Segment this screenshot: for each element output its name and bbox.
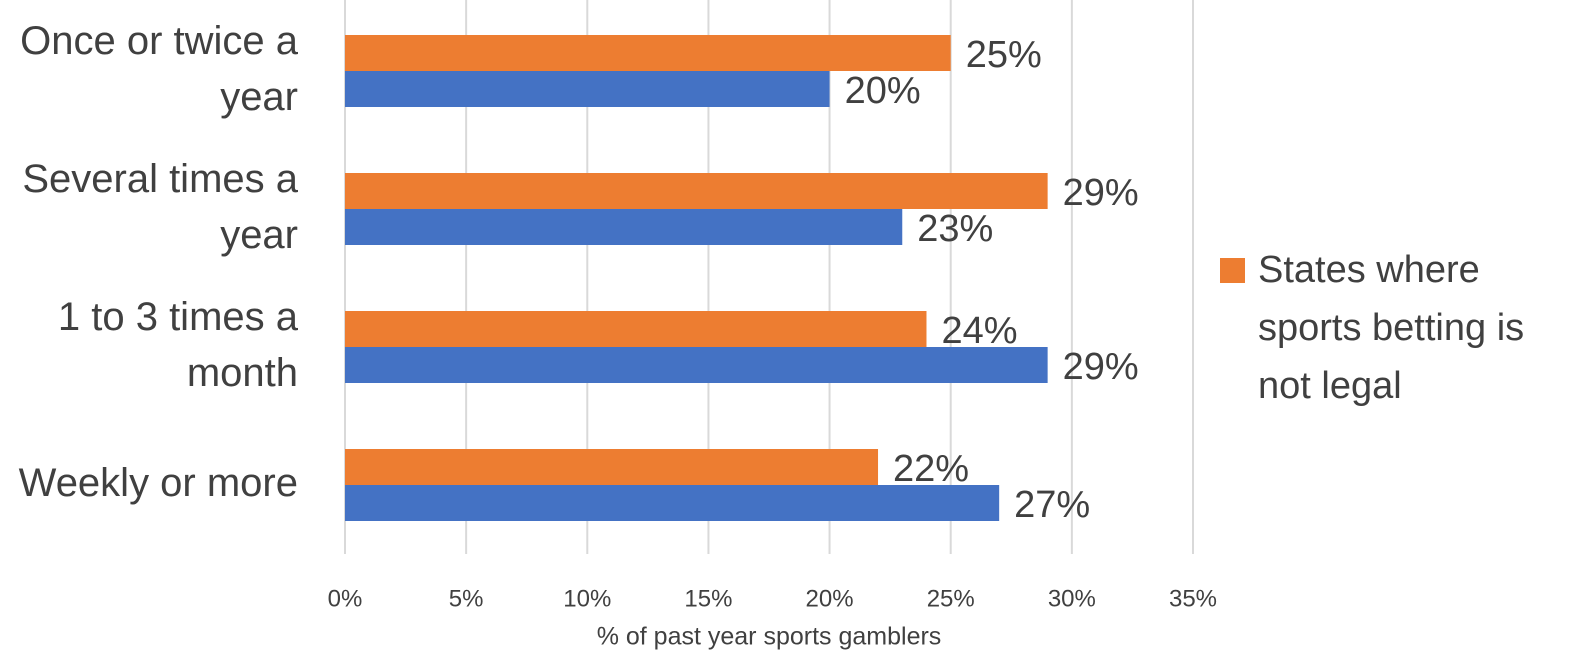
bar	[345, 311, 927, 347]
x-tick-label: 25%	[927, 585, 975, 612]
data-label: 25%	[966, 34, 1042, 76]
bar	[345, 35, 951, 71]
x-tick-label: 5%	[449, 585, 484, 612]
legend-label: States where sports betting is not legal	[1258, 249, 1524, 407]
y-tick-label: Once or twice a year	[20, 19, 299, 119]
x-tick-label: 15%	[684, 585, 732, 612]
bar	[345, 449, 879, 485]
data-label: 27%	[1014, 484, 1090, 526]
bar	[345, 71, 830, 107]
x-tick-label: 10%	[563, 585, 611, 612]
x-axis-label: % of past year sports gamblers	[597, 623, 942, 651]
data-label: 29%	[1063, 346, 1139, 388]
y-tick-label: Several times a year	[22, 157, 298, 257]
bar	[345, 209, 903, 245]
data-label: 29%	[1063, 172, 1139, 214]
legend-swatch	[1220, 258, 1245, 283]
y-tick-label: Weekly or more	[19, 461, 298, 505]
x-tick-label: 0%	[328, 585, 363, 612]
data-label: 24%	[941, 310, 1017, 352]
y-tick-label: 1 to 3 times a month	[58, 295, 299, 395]
data-label: 23%	[917, 208, 993, 250]
data-label: 20%	[845, 70, 921, 112]
bar	[345, 485, 1000, 521]
x-tick-label: 35%	[1169, 585, 1217, 612]
x-tick-label: 30%	[1048, 585, 1096, 612]
data-label: 22%	[893, 448, 969, 490]
x-tick-label: 20%	[806, 585, 854, 612]
bar	[345, 347, 1048, 383]
bar	[345, 173, 1048, 209]
